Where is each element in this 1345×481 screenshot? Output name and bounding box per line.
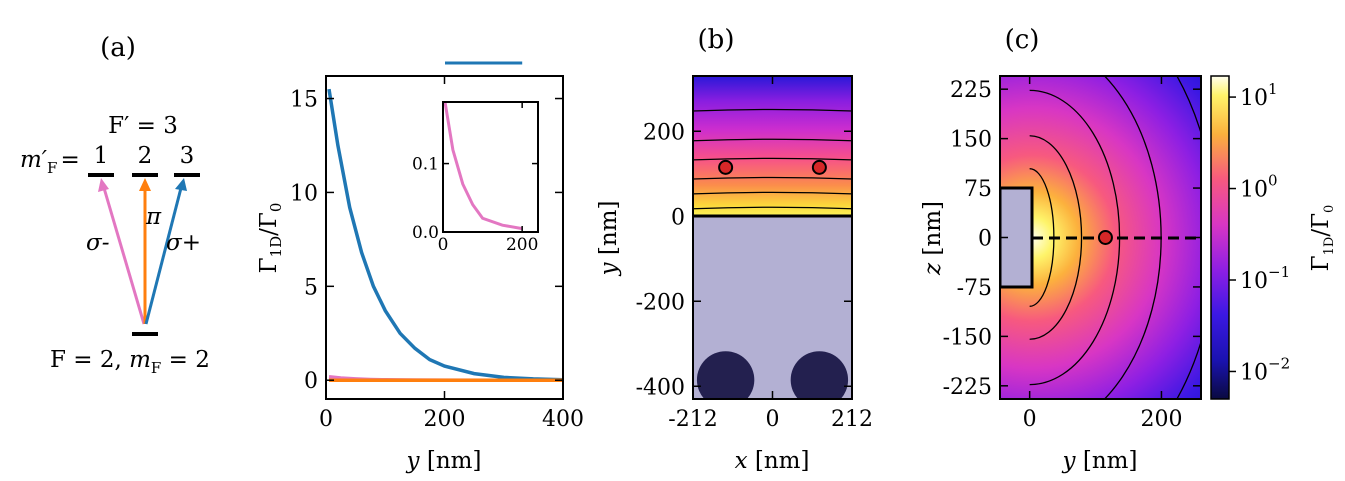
inset-xtick-label: 0 bbox=[438, 235, 449, 255]
inset-xtick-label: 200 bbox=[506, 235, 538, 255]
panel-c-xlabel: y [nm] bbox=[1062, 448, 1138, 474]
panel-c-atom-marker bbox=[1097, 230, 1113, 245]
panel-b-contour-line bbox=[693, 206, 852, 210]
panel-c-xtick-label: 0 bbox=[1023, 407, 1037, 432]
colorbar-tick-label: 10−1 bbox=[1240, 263, 1290, 294]
panel-b-xlabel: x [nm] bbox=[735, 448, 810, 474]
colorbar-tick-label: 100 bbox=[1240, 172, 1278, 203]
inset-axes-frame bbox=[442, 101, 539, 233]
panel-c-atom bbox=[1097, 230, 1113, 245]
main-xtick-label: 200 bbox=[424, 407, 466, 432]
pi-label: π bbox=[145, 204, 162, 230]
upper-level-label: F′ = 3 bbox=[108, 113, 178, 139]
main-xtick-label: 0 bbox=[319, 407, 333, 432]
main-ytick-label: 15 bbox=[290, 88, 318, 113]
panel-a-label: (a) bbox=[100, 33, 136, 63]
inset-plot: 0 200 0.0 0.1 bbox=[412, 61, 539, 255]
panel-b-contour-line bbox=[693, 157, 852, 161]
main-ylabel: Γ1D/Γ0 bbox=[256, 203, 285, 274]
panel-b-atoms bbox=[718, 159, 827, 175]
sigma-minus-label: σ- bbox=[86, 230, 109, 256]
panel-c-contour-line bbox=[1029, 135, 1083, 340]
main-xlabel: y [nm] bbox=[406, 448, 482, 474]
main-series-line-0 bbox=[327, 88, 564, 382]
mf-prime-label: m′F = bbox=[20, 147, 80, 177]
panel-b-ylabel: y [nm] bbox=[596, 201, 622, 277]
colorbar-tick-label: 101 bbox=[1240, 80, 1278, 111]
main-ytick-label: 10 bbox=[290, 181, 318, 206]
inset-ytick-label: 0.0 bbox=[412, 223, 439, 243]
panel-b-ytick-label: -200 bbox=[636, 290, 685, 315]
colorbar: 101 100 10−1 10−2 Γ1D/Γ0 bbox=[1210, 75, 1337, 400]
sublevel-2-label: 2 bbox=[138, 143, 153, 169]
main-ticks-group: 0 200 400 0 5 10 15 bbox=[290, 76, 584, 432]
colorbar-tick-label: 10−2 bbox=[1240, 354, 1290, 385]
panel-b-xtick-label: 0 bbox=[766, 407, 780, 432]
panel-b-heatmap: (b) -212 0 212 -400 -200 0 200 x [nm] y [nm] bbox=[596, 25, 873, 474]
line-plot: 0 200 400 0 5 10 15 y [nm] Γ1D/Γ0 0 200 0.0 0.1 bbox=[256, 61, 584, 474]
panel-b-fiber-disc bbox=[790, 351, 849, 399]
panel-b-ytick-label: 0 bbox=[671, 205, 685, 230]
sublevel-1-label: 1 bbox=[94, 143, 109, 169]
panel-c-ytick-label: -75 bbox=[957, 276, 992, 301]
panel-b-contour-line bbox=[693, 108, 852, 112]
panel-c-ylabel: z [nm] bbox=[920, 201, 946, 276]
panel-c-ticks: 0 200 225 150 75 0 -75 -150 -225 bbox=[943, 76, 1201, 432]
sublevel-3-label: 3 bbox=[180, 143, 195, 169]
lower-level-label: F = 2, mF = 2 bbox=[50, 347, 210, 377]
pi-arrow bbox=[139, 178, 151, 324]
inset-ticks-group: 0 200 0.0 0.1 bbox=[412, 102, 538, 255]
panel-b-fibers bbox=[696, 351, 849, 399]
panel-c-ytick-label: -150 bbox=[943, 325, 992, 350]
panel-b-fiber-disc bbox=[696, 351, 755, 399]
panel-b-ytick-label: -400 bbox=[636, 375, 685, 400]
main-xtick-label: 400 bbox=[542, 407, 584, 432]
panel-c-heatmap: (c) 0 200 225 150 75 0 -75 -150 -225 y [nm] z [n… bbox=[920, 25, 1337, 474]
inset-series-group bbox=[443, 61, 523, 231]
panel-b-contour-line bbox=[693, 191, 852, 195]
colorbar-bar bbox=[1210, 75, 1230, 400]
panel-c-ytick-label: -225 bbox=[943, 375, 992, 400]
panel-b-atom-marker bbox=[811, 159, 827, 175]
main-series-group bbox=[327, 88, 564, 382]
panel-b-xtick-label: 212 bbox=[831, 407, 873, 432]
panel-c-ytick-label: 225 bbox=[950, 78, 992, 103]
panel-b-ytick-label: 200 bbox=[643, 120, 685, 145]
panel-c-ytick-label: 75 bbox=[964, 177, 992, 202]
panel-b-contour-line bbox=[693, 138, 852, 142]
panel-b-atom-marker bbox=[718, 159, 734, 175]
panel-b-contour-line bbox=[693, 176, 852, 180]
main-ytick-label: 5 bbox=[304, 275, 318, 300]
colorbar-label: Γ1D/Γ0 bbox=[1308, 205, 1337, 272]
panel-b-contours bbox=[693, 108, 852, 210]
panel-b-xtick-label: -212 bbox=[668, 407, 717, 432]
panel-c-label: (c) bbox=[1005, 25, 1040, 55]
sigma-minus-arrow bbox=[98, 178, 146, 325]
sigma-plus-arrow bbox=[144, 178, 187, 325]
panel-c-ytick-label: 0 bbox=[978, 227, 992, 252]
colorbar-ticks: 101 100 10−1 10−2 bbox=[1229, 80, 1290, 385]
panel-c-xtick-label: 200 bbox=[1140, 407, 1182, 432]
sigma-plus-label: σ+ bbox=[166, 230, 201, 256]
panel-b-ticks: -212 0 212 -400 -200 0 200 bbox=[636, 76, 873, 432]
panel-a-level-diagram: (a) F′ = 3 m′F = 1 2 3 σ- π σ+ F = 2, mF … bbox=[20, 33, 210, 377]
inset-ytick-label: 0.1 bbox=[412, 155, 439, 175]
panel-b-label: (b) bbox=[698, 25, 735, 55]
panel-c-ytick-label: 150 bbox=[950, 128, 992, 153]
main-ytick-label: 0 bbox=[304, 369, 318, 394]
inset-series-line-1 bbox=[443, 101, 523, 231]
panel-b-field bbox=[693, 76, 852, 216]
